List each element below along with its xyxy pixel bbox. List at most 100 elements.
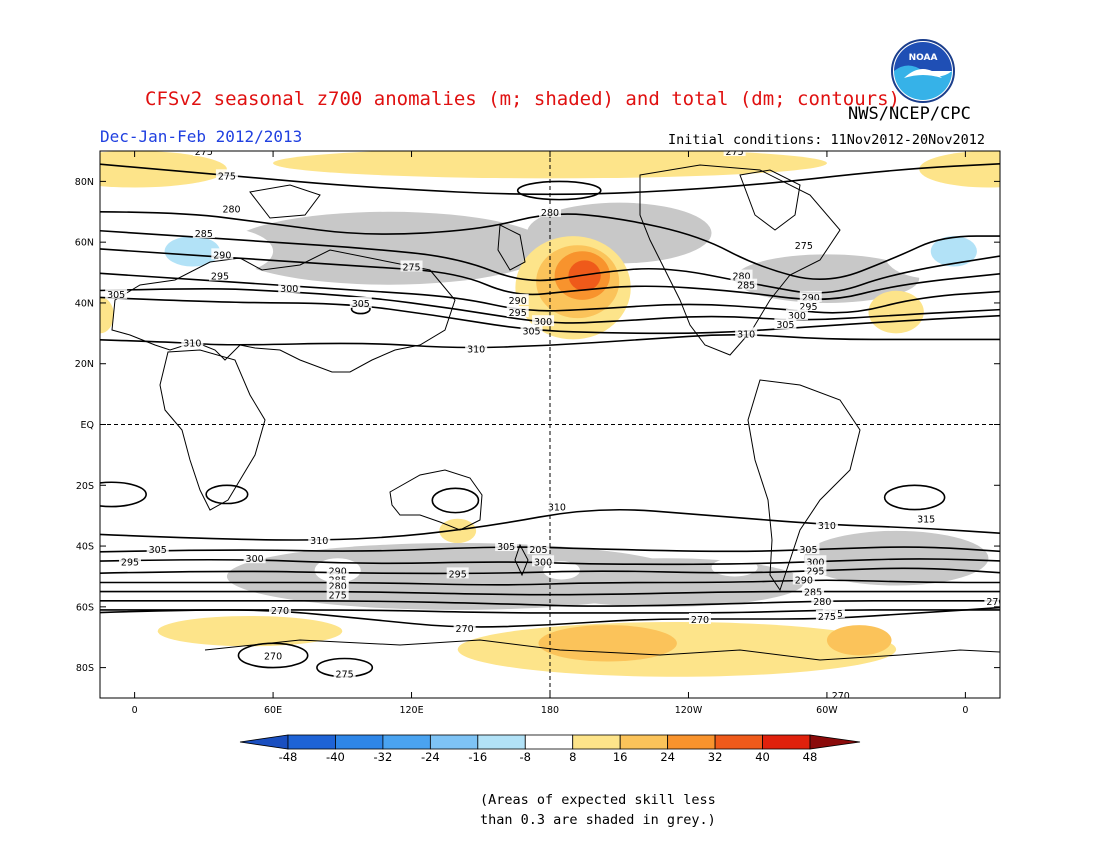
contour-label-bg <box>333 667 356 679</box>
contour-label: 290 <box>329 566 347 577</box>
contour-label: 280 <box>222 205 240 216</box>
coastline-layer <box>111 164 1000 661</box>
colorbar-tick-label: -32 <box>374 750 393 764</box>
contour-label-bg <box>262 649 285 661</box>
lat-label: 40S <box>76 542 94 553</box>
contour-label-bg <box>815 518 838 530</box>
contour-label: 300 <box>534 557 552 568</box>
noaa-logo-text: NOAA <box>909 53 938 63</box>
contour-label-bg <box>400 260 423 272</box>
contour-label-bg <box>465 342 488 354</box>
contour-label: 305 <box>776 320 794 331</box>
contour-label-bg <box>192 227 215 239</box>
contour-label-bg <box>735 327 758 339</box>
contour-label-bg <box>181 336 204 348</box>
coastline <box>639 164 841 356</box>
contour-label: 290 <box>509 296 527 307</box>
anomaly-region <box>919 151 1000 188</box>
lon-label: 60E <box>264 705 282 716</box>
skill-note-line-2: than 0.3 are shaded in grey.) <box>480 812 716 828</box>
contour-line <box>100 272 1000 314</box>
anomaly-region <box>157 615 343 647</box>
period-label: Dec-Jan-Feb 2012/2013 <box>100 127 303 146</box>
contour-label: 305 <box>352 299 370 310</box>
contour-label-bg <box>984 594 1000 606</box>
contour-label: 310 <box>737 329 755 340</box>
colorbar-swatch <box>762 734 811 750</box>
contour-label: 305 <box>107 290 125 301</box>
contour-line <box>100 579 1000 586</box>
coastline <box>159 349 266 511</box>
colorbar-tick-label: 24 <box>660 750 675 764</box>
colorbar-tick-label: 16 <box>613 750 628 764</box>
contour-label-bg <box>243 552 266 564</box>
colorbar-tick-label: -8 <box>520 750 531 764</box>
contour-label-bg <box>804 555 827 567</box>
colorbar-swatch <box>714 734 763 750</box>
contour-label-bg <box>792 239 815 251</box>
contour-label: 295 <box>509 308 527 319</box>
lat-label: 80S <box>76 663 94 674</box>
coastline <box>747 379 861 592</box>
contour-label-bg <box>730 269 753 281</box>
reference-lines <box>100 151 1000 698</box>
colorbar-swatch <box>429 734 479 750</box>
contour-line <box>100 296 1000 335</box>
closed-contour <box>205 484 249 505</box>
contour-label-bg <box>326 573 349 585</box>
contour-layer <box>100 162 1000 678</box>
contour-label-bg <box>506 306 529 318</box>
colorbar-tick-label: 48 <box>803 750 818 764</box>
skill-note-line-1: (Areas of expected skill less <box>480 792 716 808</box>
closed-contour <box>100 481 147 508</box>
colorbar-swatch <box>287 734 336 750</box>
contour-label: 275 <box>402 262 420 273</box>
contour-line <box>100 334 1000 349</box>
contour-line <box>100 546 1000 553</box>
contour-label: 275 <box>329 591 347 602</box>
colorbar-tick-label: -16 <box>468 750 487 764</box>
lat-label: 80N <box>75 177 94 188</box>
anomaly-region <box>538 625 677 662</box>
contour-label-bg <box>689 612 711 624</box>
contour-label: 300 <box>788 311 806 322</box>
contour-label-bg <box>735 278 758 290</box>
contour-line <box>100 558 1000 566</box>
contour-label-bg <box>799 290 822 302</box>
contour-label-bg <box>539 205 561 217</box>
contour-label-bg <box>326 564 349 576</box>
initial-conditions-label: Initial conditions: 11Nov2012-20Nov2012 <box>668 132 985 148</box>
contour-line <box>100 609 1000 614</box>
contour-label: 280 <box>732 272 750 283</box>
lon-label: 180 <box>541 705 559 716</box>
contour-line <box>100 590 1000 596</box>
colorbar-swatch <box>382 734 431 750</box>
contour-label: 280 <box>813 597 831 608</box>
contour-label: 300 <box>246 554 264 565</box>
map-title: CFSv2 seasonal z700 anomalies (m; shaded… <box>145 88 900 110</box>
colorbar-tick-label: 40 <box>755 750 770 764</box>
contour-label: 285 <box>804 588 822 599</box>
lat-label: 60N <box>75 238 94 249</box>
contour-label-bg <box>105 287 128 299</box>
contour-line <box>100 211 1000 280</box>
contour-label-bg <box>446 567 469 579</box>
contour-label-bg <box>308 533 331 545</box>
noaa-logo: NOAA <box>891 39 955 103</box>
contour-label: 275 <box>336 670 354 681</box>
colorbar-tick-label: -48 <box>279 750 298 764</box>
anomaly-region <box>457 622 897 677</box>
contour-label: 275 <box>218 171 236 182</box>
lat-label: 20S <box>76 481 94 492</box>
lon-label: 0 <box>132 705 138 716</box>
colorbar-low-arrow <box>239 734 289 750</box>
axis-labels: 80N 60N 40N 20N EQ 20S 40S 60S 80S 0 60E 120E 180 120… <box>75 151 1000 716</box>
lon-label: 60W <box>816 705 838 716</box>
contour-label-bg <box>520 324 543 336</box>
contour-label-bg <box>527 543 550 555</box>
contour-label-bg <box>192 151 215 156</box>
anomaly-shading-layer <box>100 151 1000 677</box>
contour-label: 290 <box>213 250 231 261</box>
contour-label: 270 <box>832 691 850 702</box>
